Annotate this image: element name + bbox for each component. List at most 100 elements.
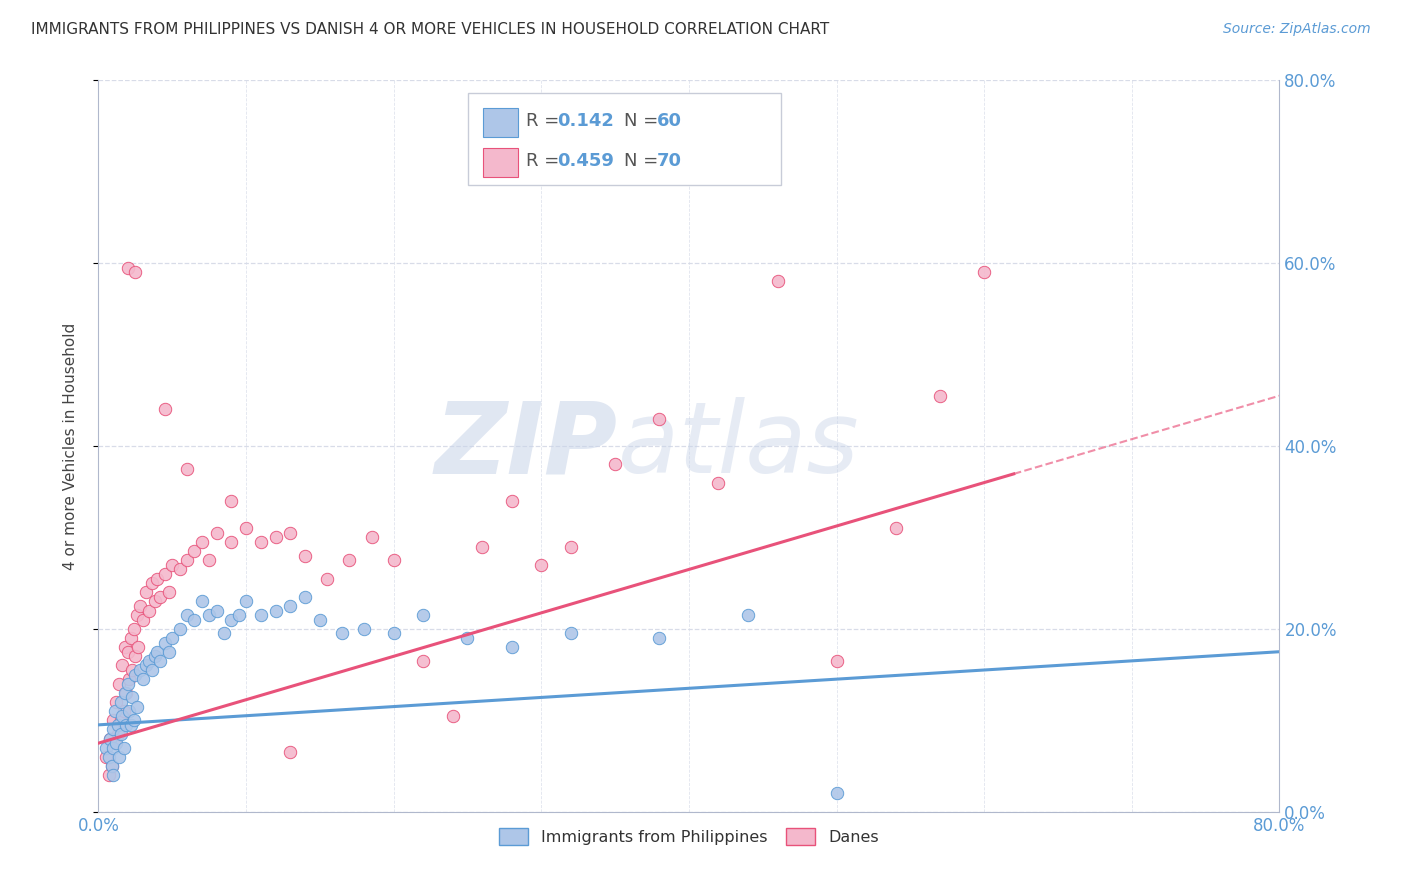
Point [132, 613, 155, 627]
Point [124, 649, 146, 664]
Point [412, 654, 434, 668]
Point [825, 654, 848, 668]
Point [128, 599, 150, 613]
Point [132, 672, 155, 686]
Text: IMMIGRANTS FROM PHILIPPINES VS DANISH 4 OR MORE VEHICLES IN HOUSEHOLD CORRELATIO: IMMIGRANTS FROM PHILIPPINES VS DANISH 4 … [31, 22, 830, 37]
Point [125, 699, 148, 714]
Point [280, 525, 302, 540]
Point [501, 494, 523, 508]
Point [176, 462, 198, 476]
Point [294, 549, 316, 563]
Point [157, 585, 180, 599]
Point [221, 494, 243, 508]
Point [105, 695, 128, 709]
Point [103, 714, 125, 728]
Point [97, 768, 120, 782]
Point [111, 708, 134, 723]
Text: Source: ZipAtlas.com: Source: ZipAtlas.com [1223, 22, 1371, 37]
Y-axis label: 4 or more Vehicles in Household: 4 or more Vehicles in Household [63, 322, 77, 570]
Point [309, 613, 332, 627]
Point [128, 663, 150, 677]
Point [169, 622, 191, 636]
Point [221, 613, 243, 627]
Point [353, 622, 375, 636]
Point [103, 768, 125, 782]
Point [98, 731, 121, 746]
FancyBboxPatch shape [484, 108, 517, 137]
Point [97, 749, 120, 764]
Point [153, 635, 176, 649]
Point [120, 718, 142, 732]
Point [250, 535, 273, 549]
Point [205, 525, 228, 540]
Point [118, 672, 141, 686]
Point [235, 521, 257, 535]
Point [100, 759, 122, 773]
Point [212, 626, 235, 640]
Point [198, 608, 221, 623]
Point [124, 265, 146, 279]
Point [280, 599, 302, 613]
Point [530, 558, 553, 572]
Point [138, 603, 160, 617]
Point [235, 594, 257, 608]
Point [107, 718, 129, 732]
Text: ZIP: ZIP [434, 398, 619, 494]
Point [737, 608, 759, 623]
Legend: Immigrants from Philippines, Danes: Immigrants from Philippines, Danes [494, 822, 884, 851]
Point [560, 540, 582, 554]
Point [98, 731, 121, 746]
Point [110, 727, 132, 741]
Point [117, 260, 139, 275]
Point [825, 787, 848, 801]
Point [141, 576, 163, 591]
Point [501, 640, 523, 655]
Point [929, 389, 952, 403]
Point [124, 667, 146, 681]
Point [103, 740, 125, 755]
Point [339, 553, 361, 567]
Text: 70: 70 [657, 152, 682, 169]
Point [162, 558, 183, 572]
Text: 60: 60 [657, 112, 682, 130]
Point [138, 654, 160, 668]
Point [111, 658, 134, 673]
Point [114, 640, 136, 655]
Point [183, 613, 205, 627]
Point [122, 622, 145, 636]
Point [221, 535, 243, 549]
Point [146, 645, 169, 659]
Point [94, 749, 117, 764]
Point [198, 553, 221, 567]
Point [382, 553, 405, 567]
Point [316, 572, 339, 586]
Point [122, 714, 145, 728]
Point [114, 686, 136, 700]
Point [169, 562, 191, 576]
Point [191, 594, 214, 608]
Point [108, 749, 131, 764]
Point [707, 475, 730, 490]
Point [766, 275, 789, 289]
Point [471, 540, 494, 554]
Point [973, 265, 995, 279]
Point [360, 530, 382, 544]
Point [104, 736, 127, 750]
Point [294, 590, 316, 604]
Point [143, 594, 166, 608]
Point [153, 402, 176, 417]
Text: atlas: atlas [619, 398, 859, 494]
Point [132, 823, 155, 837]
Point [264, 603, 287, 617]
Point [149, 590, 172, 604]
Point [176, 553, 198, 567]
Point [884, 521, 907, 535]
Point [560, 626, 582, 640]
Point [103, 723, 125, 737]
Point [176, 608, 198, 623]
Text: N =: N = [624, 152, 664, 169]
Point [280, 745, 302, 759]
Point [412, 608, 434, 623]
Point [228, 608, 250, 623]
Point [108, 676, 131, 690]
